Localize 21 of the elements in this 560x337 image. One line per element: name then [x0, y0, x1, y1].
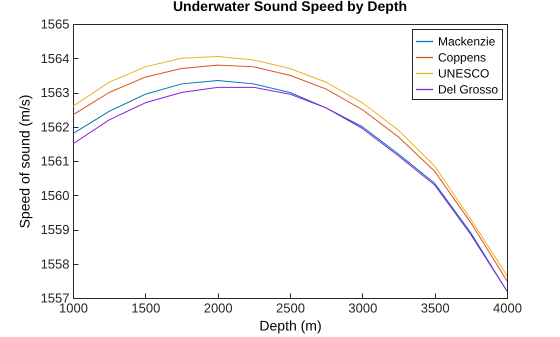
x-tick-label: 2500 — [276, 300, 305, 316]
y-tick-label: 1563 — [40, 85, 70, 100]
y-tick-label: 1558 — [40, 256, 70, 272]
x-axis-title: Depth (m) — [259, 318, 322, 334]
x-tick-label: 1500 — [131, 300, 160, 316]
x-tick-label: 3000 — [348, 300, 378, 316]
y-tick-label: 1562 — [40, 119, 70, 134]
y-tick-label: 1561 — [40, 154, 70, 168]
legend-label: Mackenzie — [438, 34, 496, 48]
chart-title: Underwater Sound Speed by Depth — [172, 0, 408, 14]
x-tick-label: 3500 — [420, 300, 450, 316]
legend-label: UNESCO — [438, 66, 490, 80]
y-tick-label: 1565 — [40, 16, 70, 32]
x-tick-label: 4000 — [493, 300, 522, 316]
y-tick-label: 1559 — [40, 222, 70, 237]
x-tick-label: 2000 — [204, 300, 233, 316]
y-tick-label: 1560 — [40, 188, 70, 203]
legend-label: Coppens — [438, 50, 486, 64]
y-axis-title: Speed of sound (m/s) — [16, 94, 33, 228]
legend-label: Del Grosso — [438, 82, 498, 96]
y-tick-label: 1564 — [40, 50, 70, 66]
